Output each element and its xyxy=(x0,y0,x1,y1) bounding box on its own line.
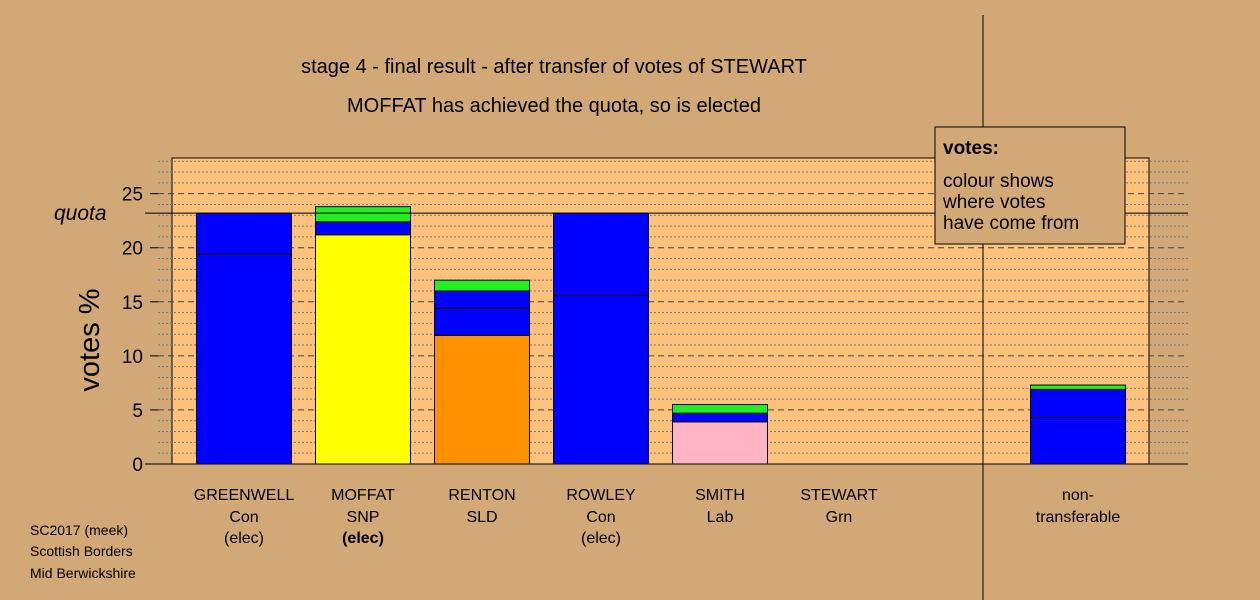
bar-segment xyxy=(196,212,292,465)
candidate-name: MOFFAT xyxy=(331,487,395,504)
legend-box: votes: colour shows where votes have com… xyxy=(934,126,1126,245)
candidate-name: GREENWELL xyxy=(194,487,295,504)
chart-title: stage 4 - final result - after transfer … xyxy=(301,56,807,78)
candidate-party: SNP xyxy=(347,509,380,526)
nontransferable-label-line1: non- xyxy=(1062,487,1094,504)
candidate-status: (elec) xyxy=(581,530,621,547)
legend-line3: have come from xyxy=(943,213,1079,234)
bar-segment xyxy=(672,421,768,465)
candidate-name: SMITH xyxy=(695,487,745,504)
y-tick-label: 20 xyxy=(122,239,143,260)
bar-segment xyxy=(315,206,411,223)
bar-segment xyxy=(1030,384,1126,390)
nontransferable-label-line2: transferable xyxy=(1036,509,1121,526)
bar-segment xyxy=(434,279,530,292)
legend-line2: where votes xyxy=(942,192,1045,213)
quota-label: quota xyxy=(54,202,107,225)
footer-line1: SC2017 (meek) xyxy=(30,522,128,538)
y-axis-label: votes % xyxy=(74,288,106,391)
y-tick-label: 15 xyxy=(122,293,143,314)
candidate-party: Lab xyxy=(707,509,734,526)
candidate-party: SLD xyxy=(466,509,497,526)
bar-segment xyxy=(434,290,530,336)
bar-segment xyxy=(672,412,768,423)
candidate-party: Grn xyxy=(826,509,853,526)
candidate-status: (elec) xyxy=(224,530,264,547)
bar-segment xyxy=(1030,388,1126,465)
candidate-party: Con xyxy=(229,509,258,526)
candidate-status: (elec) xyxy=(342,530,384,547)
y-tick-label: 25 xyxy=(122,185,143,206)
chart-subtitle: MOFFAT has achieved the quota, so is ele… xyxy=(347,95,761,117)
legend-frame xyxy=(934,126,1126,245)
bars xyxy=(196,206,1126,465)
bar-segment xyxy=(315,221,411,236)
footer-line3: Mid Berwickshire xyxy=(30,565,136,581)
candidate-name: ROWLEY xyxy=(566,487,636,504)
candidate-name: STEWART xyxy=(800,487,878,504)
legend-title: votes: xyxy=(943,138,999,159)
bar-segment xyxy=(315,234,411,465)
y-tick-label: 0 xyxy=(132,455,143,476)
candidate-labels: GREENWELL Con (elec) MOFFAT SNP (elec) RENTON S… xyxy=(194,487,878,547)
candidate-name: RENTON xyxy=(448,487,515,504)
bar-segment xyxy=(553,212,649,465)
candidate-party: Con xyxy=(586,509,615,526)
legend-line1: colour shows xyxy=(943,171,1054,192)
y-tick-label: 10 xyxy=(122,347,143,368)
footer-line2: Scottish Borders xyxy=(30,543,133,559)
bar-segment xyxy=(434,334,530,465)
bar-segment xyxy=(672,404,768,414)
y-tick-label: 5 xyxy=(132,401,143,422)
